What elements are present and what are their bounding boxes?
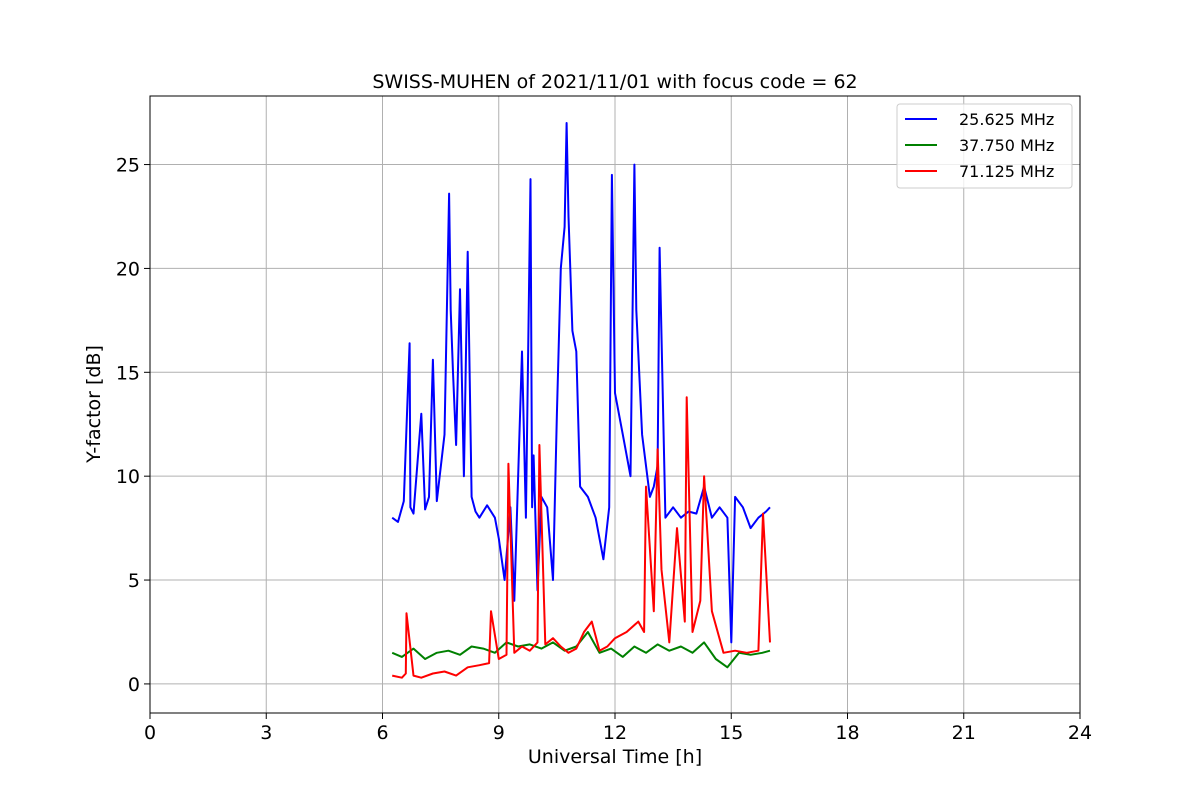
x-tick-label: 15: [719, 722, 743, 744]
y-axis-label: Y-factor [dB]: [83, 345, 105, 464]
x-axis: 0 3 6 9 12 15 18 21 24: [144, 713, 1092, 744]
x-tick-label: 18: [835, 722, 859, 744]
series-layer: [391, 122, 771, 679]
y-tick-label: 0: [128, 674, 140, 696]
legend-box: [896, 103, 1073, 189]
legend-label-1: 25.625 MHz: [959, 110, 1054, 129]
x-tick-label: 12: [603, 722, 627, 744]
x-tick-label: 6: [376, 722, 388, 744]
legend: 25.625 MHz 37.750 MHz 71.125 MHz: [896, 103, 1073, 189]
y-tick-label: 5: [128, 570, 140, 592]
y-axis: 0 5 10 15 20 25: [116, 155, 150, 696]
y-tick-label: 10: [116, 466, 140, 488]
x-axis-label: Universal Time [h]: [528, 746, 702, 768]
y-tick-label: 25: [116, 155, 140, 177]
legend-label-2: 37.750 MHz: [959, 136, 1054, 155]
series-line-3: [391, 396, 771, 679]
x-tick-label: 21: [952, 722, 976, 744]
x-tick-label: 24: [1068, 722, 1092, 744]
legend-label-3: 71.125 MHz: [959, 162, 1054, 181]
y-tick-label: 15: [116, 362, 140, 384]
x-tick-label: 0: [144, 722, 156, 744]
series-line-2: [391, 631, 771, 669]
chart-title: SWISS-MUHEN of 2021/11/01 with focus cod…: [372, 71, 857, 93]
y-tick-label: 20: [116, 258, 140, 280]
x-tick-label: 9: [493, 722, 505, 744]
x-tick-label: 3: [260, 722, 272, 744]
